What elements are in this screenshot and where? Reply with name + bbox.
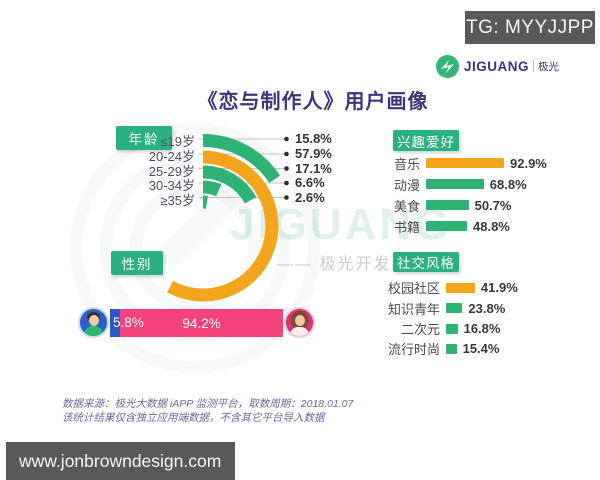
gender-female-percent: 94.2% bbox=[182, 315, 221, 331]
data-source-footnote: 数据来源：极光大数据 iAPP 监测平台，取数周期：2018.01.07 该统计… bbox=[62, 398, 353, 425]
age-dot bbox=[284, 166, 289, 171]
social-percent: 15.4% bbox=[462, 341, 500, 356]
gender-section-chip: 性别 bbox=[111, 251, 163, 275]
social-row: 校园社区 41.9% bbox=[376, 280, 518, 296]
interest-percent: 50.7% bbox=[474, 197, 512, 213]
age-category-label: ≤19岁 bbox=[160, 134, 195, 149]
interest-label: 动漫 bbox=[393, 177, 420, 193]
gender-female-segment: 94.2% bbox=[120, 309, 283, 337]
age-dot bbox=[284, 180, 289, 186]
age-percent-value: 15.8% bbox=[295, 131, 332, 146]
age-percent-value: 2.6% bbox=[295, 189, 325, 205]
female-shirt bbox=[290, 327, 309, 336]
interest-label: 音乐 bbox=[393, 156, 420, 172]
age-dot bbox=[284, 136, 289, 142]
jiguang-logo: JIGUANG 极光 bbox=[436, 54, 559, 78]
interest-percent: 68.8% bbox=[489, 176, 527, 192]
social-label: 二次元 bbox=[400, 322, 440, 337]
social-section-chip: 社交风格 bbox=[393, 252, 459, 272]
male-avatar bbox=[78, 307, 109, 338]
page-title: 《恋与制作人》用户画像 bbox=[197, 91, 429, 113]
age-arc bbox=[202, 165, 257, 204]
logo-wordmark: JIGUANG bbox=[464, 58, 530, 74]
interest-bar bbox=[426, 158, 504, 168]
interest-percent: 48.8% bbox=[473, 218, 510, 234]
footer-url[interactable]: www.jonbrowndesign.com bbox=[6, 442, 235, 480]
gender-stacked-bar: 94.2% 5.8% bbox=[110, 309, 283, 337]
social-label: 流行时尚 bbox=[387, 342, 440, 357]
social-percent: 23.8% bbox=[468, 300, 506, 316]
age-section-chip: 年龄 bbox=[116, 126, 172, 150]
social-label: 知识青年 bbox=[387, 301, 440, 317]
age-dot bbox=[284, 195, 289, 200]
interest-bar bbox=[426, 179, 484, 189]
logo-divider bbox=[533, 60, 535, 72]
interest-percent: 92.9% bbox=[510, 155, 547, 171]
age-percent-value: 6.6% bbox=[295, 175, 325, 190]
interest-row: 书籍 48.8% bbox=[376, 218, 510, 235]
interest-row: 音乐 92.9% bbox=[376, 155, 547, 172]
jiguang-swirl-icon bbox=[436, 54, 459, 78]
social-percent: 41.9% bbox=[480, 280, 518, 295]
age-percent-value: 57.9% bbox=[295, 146, 332, 161]
social-row: 流行时尚 15.4% bbox=[376, 341, 500, 357]
interest-label: 美食 bbox=[393, 198, 420, 214]
gender-male-segment bbox=[110, 309, 121, 337]
female-avatar bbox=[284, 307, 315, 338]
footnote-line2: 该统计结果仅含独立应用端数据，不含其它平台导入数据 bbox=[62, 411, 325, 424]
tg-contact-badge: TG: MYYJJPP bbox=[465, 11, 595, 44]
gender-male-percent: 5.8% bbox=[113, 315, 144, 330]
male-shirt bbox=[84, 326, 103, 336]
age-category-label: ≥35岁 bbox=[160, 192, 195, 208]
interest-bar bbox=[426, 200, 469, 210]
interest-row: 美食 50.7% bbox=[376, 197, 512, 214]
age-arc bbox=[202, 180, 222, 197]
social-bar bbox=[446, 323, 458, 334]
social-bar bbox=[446, 343, 457, 354]
interest-label: 书籍 bbox=[393, 219, 420, 235]
interests-section-chip: 兴趣爱好 bbox=[393, 130, 459, 151]
social-bar bbox=[446, 282, 475, 293]
social-row: 知识青年 23.8% bbox=[376, 300, 506, 317]
interest-row: 动漫 68.8% bbox=[376, 176, 527, 193]
interest-bar bbox=[426, 221, 467, 231]
age-arc bbox=[202, 134, 281, 184]
logo-cn-text: 极光 bbox=[538, 60, 560, 73]
social-label: 校园社区 bbox=[387, 281, 440, 296]
social-row: 二次元 16.8% bbox=[376, 321, 501, 337]
age-dot bbox=[284, 151, 289, 157]
male-face bbox=[88, 315, 99, 326]
social-percent: 16.8% bbox=[463, 321, 501, 336]
female-face bbox=[294, 315, 305, 326]
footnote-line1: 数据来源：极光大数据 iAPP 监测平台，取数周期：2018.01.07 bbox=[62, 398, 354, 410]
social-bar bbox=[446, 303, 463, 313]
age-percent-value: 17.1% bbox=[295, 160, 332, 176]
